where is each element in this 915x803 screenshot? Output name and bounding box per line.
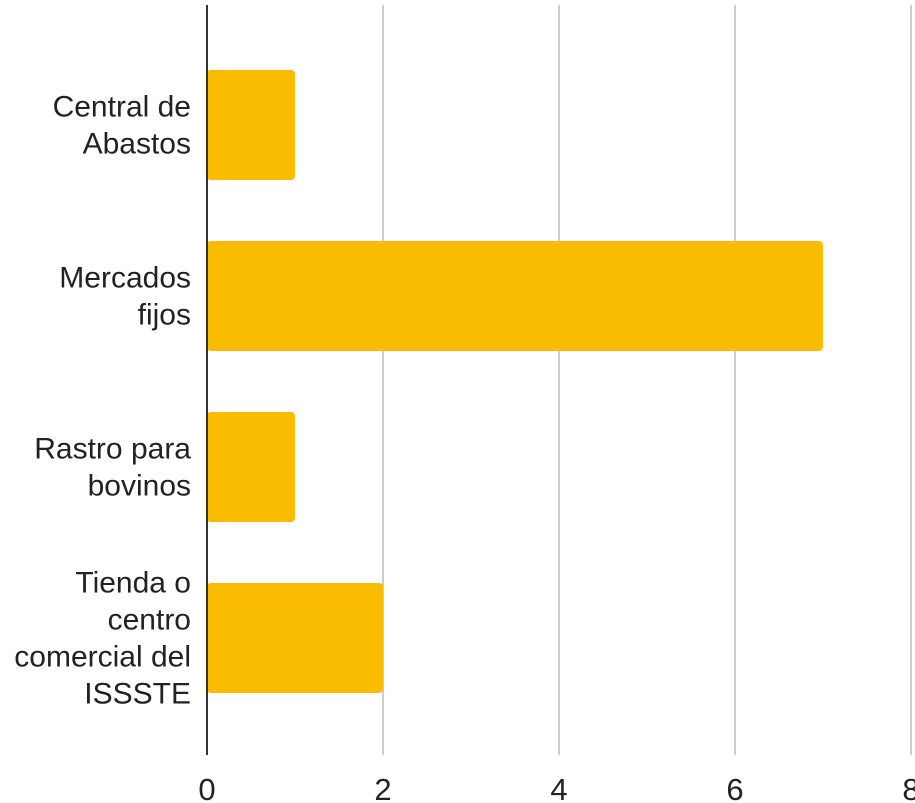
category-labels: Central de Abastos Mercados fijos Rastro par…	[14, 91, 191, 711]
category-label: Rastro para bovinos	[34, 433, 191, 503]
x-tick-labels: 0 2 4 6 8	[198, 772, 915, 803]
gridlines	[382, 5, 912, 755]
bar	[207, 241, 823, 351]
x-tick-label: 4	[550, 772, 567, 803]
x-tick-label: 2	[374, 772, 391, 803]
x-tick-label: 0	[198, 772, 215, 803]
category-label: Mercados fijos	[59, 262, 191, 332]
category-label: Tienda o centro comercial del ISSSTE	[14, 567, 191, 711]
category-label: Central de Abastos	[53, 91, 191, 161]
bar	[207, 70, 295, 180]
x-tick-label: 8	[902, 772, 915, 803]
bars	[207, 70, 823, 693]
bar	[207, 412, 295, 522]
bar	[207, 583, 383, 693]
x-tick-label: 6	[726, 772, 743, 803]
